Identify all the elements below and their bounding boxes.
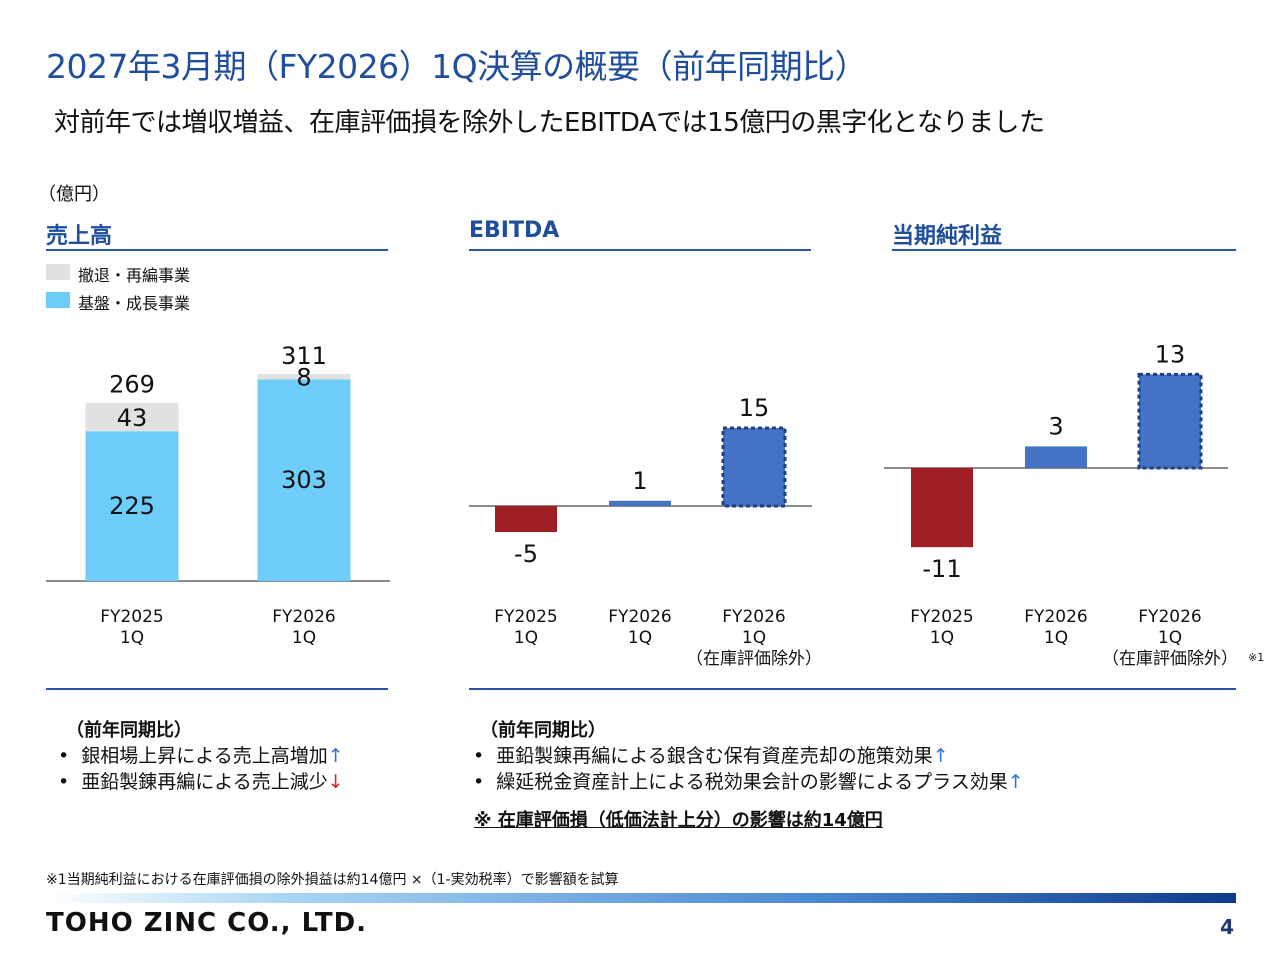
section-underline-ebitda [469,249,811,251]
unit-label: （億円） [38,184,110,205]
bullet-dot: • [58,771,82,793]
net-income-category-label: （在庫評価除外） [1102,649,1238,669]
section-underline-sales [46,249,388,251]
footer-gradient-bar [46,893,1236,903]
ebitda-category-label: 1Q [628,628,652,648]
page-subtitle: 対前年では増収増益、在庫評価損を除外したEBITDAでは15億円の黒字化となりま… [54,108,1045,138]
net-income-bar [911,468,973,548]
bullet-text: 繰延税金資産計上による税効果会計の影響によるプラス効果 [496,771,1008,793]
ebitda-category-label: 1Q [742,628,766,648]
divider-left [46,688,388,690]
net-income-category-label: FY2026 [1024,607,1087,627]
divider-right [469,688,1236,690]
sales-bar-core [85,431,179,581]
ebitda-bar [495,506,557,532]
net-income-value-label: 3 [1048,412,1063,440]
legend-label-core: 基盤・成長事業 [78,294,191,313]
notes-left-item: • 銀相場上昇による売上高増加↑ [58,741,344,768]
section-title-ebitda: EBITDA [469,218,560,243]
sales-category-label: 1Q [120,628,144,648]
bullet-dot: • [58,745,82,767]
legend-swatch-core [46,292,70,308]
sales-category-label: FY2026 [272,607,335,627]
notes-right-item: • 繰延税金資産計上による税効果会計の影響によるプラス効果↑ [473,767,1024,794]
sales-withdraw-value-label: 8 [296,364,311,392]
ebitda-category-label: FY2026 [608,607,671,627]
sales-category-label: FY2025 [100,607,163,627]
net-income-category-label: 1Q [1044,628,1068,648]
legend-swatch-withdraw [46,264,70,280]
bullet-dot: • [473,771,497,793]
sales-bar-withdraw [257,374,351,380]
net-income-bar [1025,446,1087,468]
ebitda-category-label: （在庫評価除外） [686,649,822,669]
net-income-category-label: FY2025 [910,607,973,627]
notes-left-item: • 亜鉛製錬再編による売上減少↓ [58,767,344,794]
net-income-category-label: 1Q [930,628,954,648]
notes-left-heading: （前年同期比） [66,720,192,741]
sales-total-value-label: 311 [281,342,327,370]
bullet-text: 亜鉛製錬再編による銀含む保有資産売却の施策効果 [496,745,933,767]
charts-canvas: 22543269FY20251Q3038311FY20261Q-5FY20251… [46,340,1264,669]
inventory-impact-note: ※ 在庫評価損（低価法計上分）の影響は約14億円 [474,810,883,831]
section-underline-net-income [892,249,1236,251]
section-title-net-income: 当期純利益 [892,224,1003,249]
page-title: 2027年3月期（FY2026）1Q決算の概要（前年同期比） [46,47,868,86]
notes-right-item: • 亜鉛製錬再編による銀含む保有資産売却の施策効果↑ [473,741,949,768]
arrow-up-icon: ↑ [1007,771,1024,793]
arrow-up-icon: ↑ [932,745,949,767]
ebitda-value-label: 15 [739,394,770,422]
net-income-bar [1137,372,1203,470]
bullet-text: 亜鉛製錬再編による売上減少 [81,771,328,793]
ebitda-bar [721,426,787,508]
sales-bar-withdraw [85,402,179,432]
sales-category-label: 1Q [292,628,316,648]
net-income-footnote-mark: ※1 [1248,651,1264,664]
notes-right-heading: （前年同期比） [480,720,606,741]
ebitda-value-label: 1 [632,467,647,495]
ebitda-category-label: FY2025 [494,607,557,627]
net-income-category-label: FY2026 [1138,607,1201,627]
footnote: ※1当期純利益における在庫評価損の除外損益は約14億円 ×（1-実効税率）で影響… [46,872,619,888]
net-income-value-label: 13 [1155,340,1186,368]
legend-label-withdraw: 撤退・再編事業 [78,266,191,285]
arrow-down-icon: ↓ [327,771,344,793]
ebitda-value-label: -5 [514,540,538,568]
bullet-dot: • [473,745,497,767]
bullet-text: 銀相場上昇による売上高増加 [81,745,328,767]
sales-withdraw-value-label: 43 [117,404,148,432]
net-income-value-label: -11 [922,555,961,583]
sales-core-value-label: 225 [109,492,155,520]
company-logo: TOHO ZINC CO., LTD. [46,908,368,938]
sales-bar-core [257,379,351,581]
arrow-up-icon: ↑ [327,745,344,767]
ebitda-category-label: FY2026 [722,607,785,627]
sales-core-value-label: 303 [281,466,327,494]
net-income-category-label: 1Q [1158,628,1182,648]
ebitda-bar [609,500,671,506]
page-number: 4 [1220,915,1234,939]
section-title-sales: 売上高 [46,224,113,249]
ebitda-category-label: 1Q [514,628,538,648]
sales-total-value-label: 269 [109,371,155,399]
